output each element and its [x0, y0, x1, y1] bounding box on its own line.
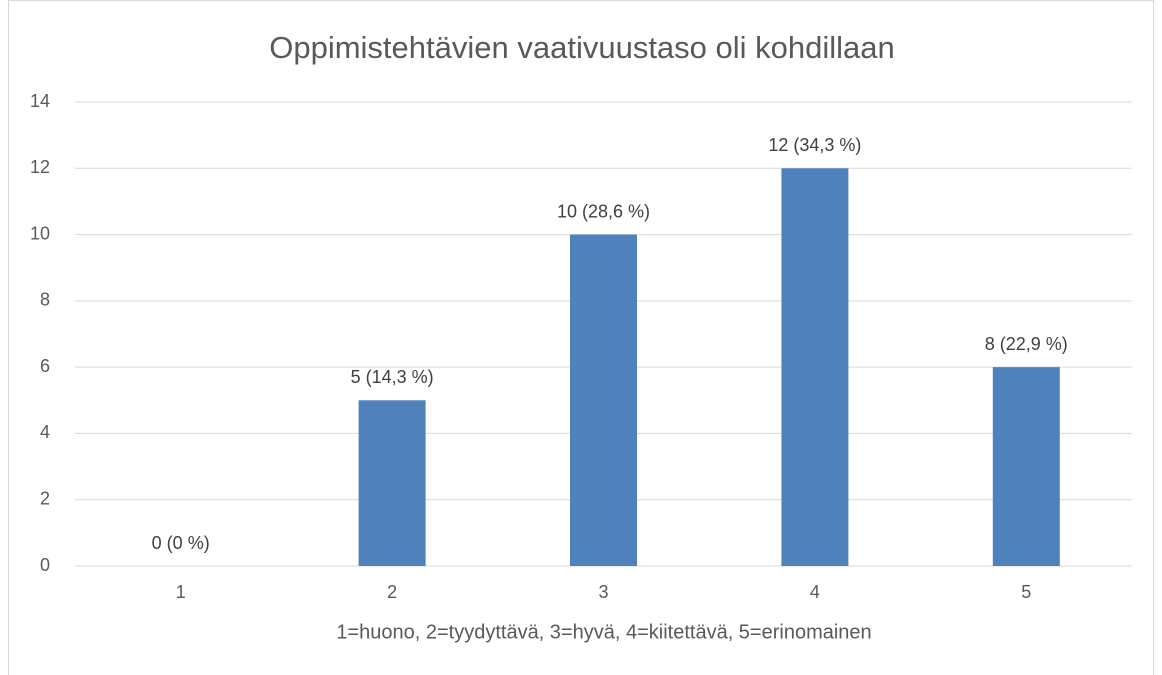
annotation: 8 (22,9 %): [985, 334, 1068, 354]
chart-title: Oppimistehtävien vaativuustaso oli kohdi…: [269, 30, 895, 65]
y-tick-label: 8: [40, 290, 50, 310]
x-tick-label: 2: [387, 582, 397, 602]
x-tick-label: 5: [1021, 582, 1031, 602]
annotation: 5 (14,3 %): [351, 367, 434, 387]
annotation: 10 (28,6 %): [557, 201, 650, 221]
annotation: 12 (34,3 %): [768, 135, 861, 155]
bar: [358, 400, 426, 566]
bar: [992, 367, 1060, 566]
bar: [781, 168, 849, 567]
y-tick-label: 14: [30, 91, 50, 111]
x-tick-label: 1: [176, 582, 186, 602]
y-tick-label: 10: [30, 223, 50, 243]
x-tick-label: 4: [810, 582, 820, 602]
x-tick-label: 3: [598, 582, 608, 602]
annotation: 0 (0 %): [152, 533, 210, 553]
y-tick-label: 12: [30, 157, 50, 177]
x-axis-label: 1=huono, 2=tyydyttävä, 3=hyvä, 4=kiitett…: [336, 621, 871, 643]
y-tick-label: 4: [40, 422, 50, 442]
bar: [570, 234, 637, 567]
y-tick-label: 2: [40, 488, 50, 508]
y-tick-label: 6: [40, 356, 50, 376]
y-tick-label: 0: [40, 555, 50, 575]
